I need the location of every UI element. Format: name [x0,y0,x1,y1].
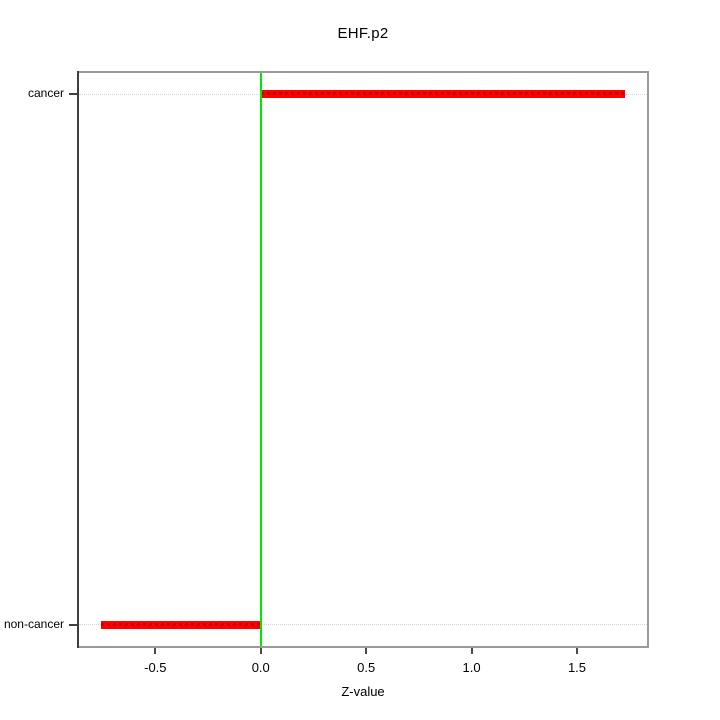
x-axis-label: Z-value [341,684,385,699]
x-axis-tick [154,648,157,654]
y-axis-tick [69,623,77,626]
y-axis-tick [69,93,77,96]
y-axis-tick-label: non-cancer [3,616,64,631]
bar-cancer [260,90,626,99]
chart-title: EHF.p2 [337,25,389,42]
x-axis-tick [259,648,262,654]
y-axis-tick-label: cancer [27,86,64,101]
gridline [79,624,647,626]
x-axis-tick-label: 0.5 [357,660,376,675]
zero-reference-line [259,73,262,646]
x-axis-tick-label: 1.5 [567,660,587,675]
x-axis-tick-label: -0.5 [144,660,167,675]
y-axis-line [77,71,79,648]
plot-area [77,71,649,648]
x-axis-tick [365,648,368,654]
x-axis-tick [576,648,578,654]
x-axis-tick-label: 0.0 [251,660,270,675]
x-axis-tick-label: 1.0 [462,660,481,675]
bar-non-cancer [100,620,261,629]
x-axis-tick [470,648,473,654]
